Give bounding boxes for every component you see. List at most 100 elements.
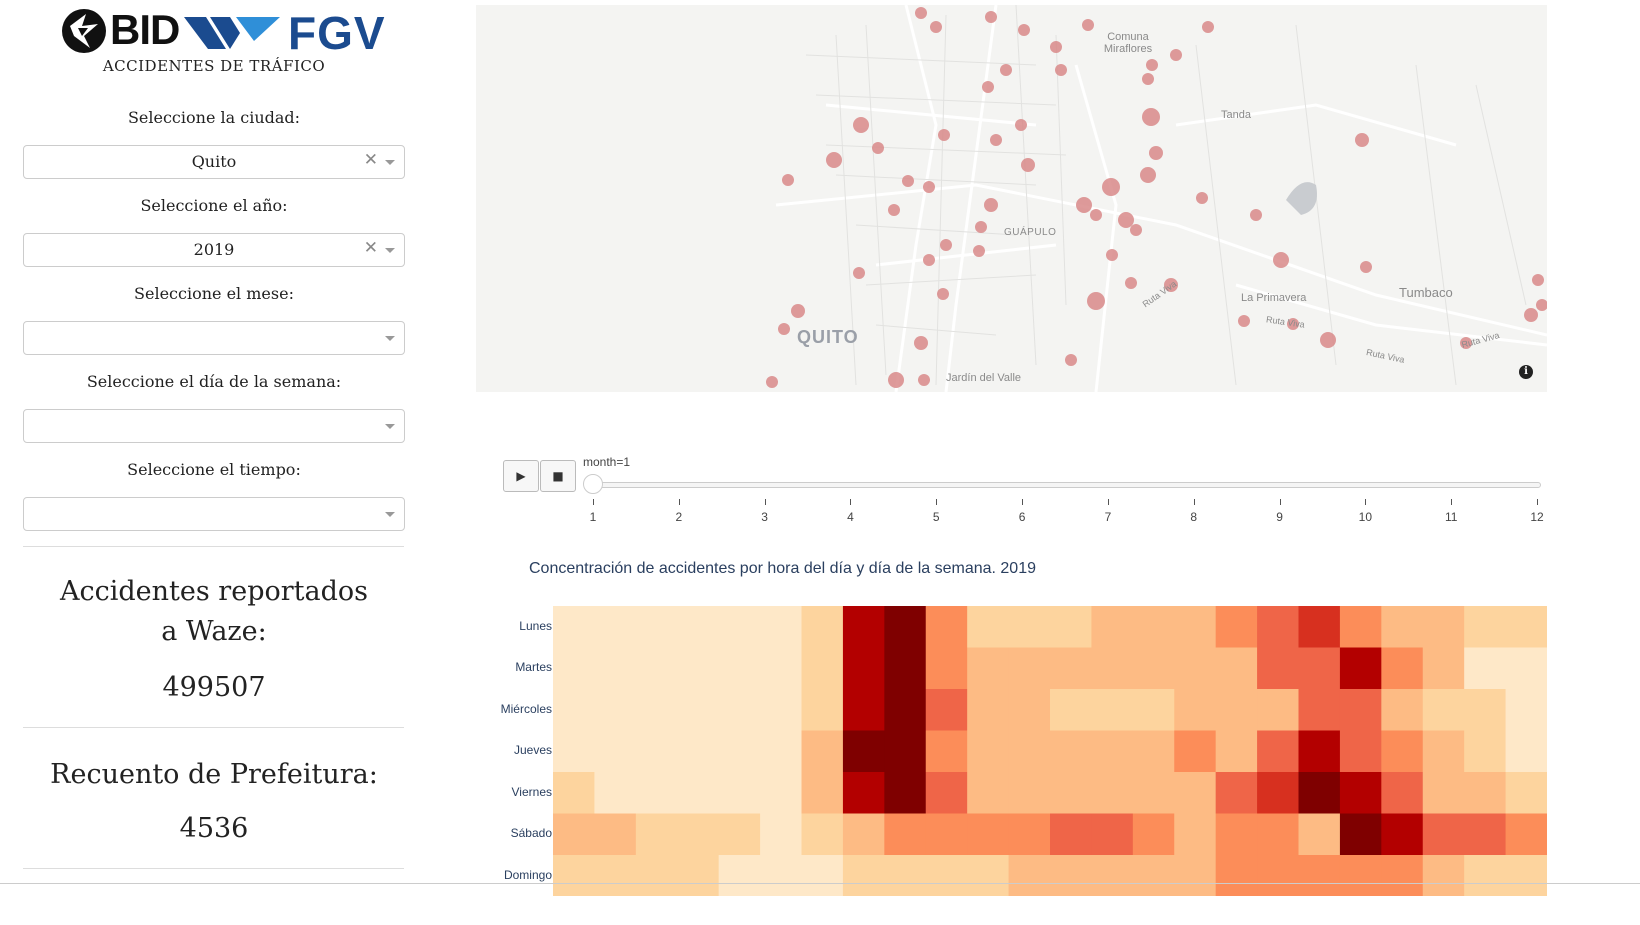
heatmap-cell[interactable] — [677, 855, 720, 897]
heatmap-cell[interactable] — [677, 772, 720, 814]
heatmap-cell[interactable] — [1215, 772, 1258, 814]
heatmap-cell[interactable] — [1464, 813, 1507, 856]
month-select[interactable] — [23, 321, 405, 355]
heatmap-cell[interactable] — [1132, 813, 1175, 856]
heatmap-cell[interactable] — [884, 772, 927, 814]
heatmap-cell[interactable] — [1008, 689, 1051, 731]
heatmap-cell[interactable] — [1174, 730, 1217, 773]
heatmap-cell[interactable] — [1215, 606, 1258, 648]
heatmap-cell[interactable] — [842, 606, 885, 648]
heatmap-cell[interactable] — [1132, 606, 1175, 648]
heatmap-cell[interactable] — [842, 772, 885, 814]
heatmap-cell[interactable] — [1422, 813, 1465, 856]
heatmap-cell[interactable] — [1091, 730, 1134, 773]
heatmap-cell[interactable] — [1174, 813, 1217, 856]
heatmap-cell[interactable] — [1215, 647, 1258, 690]
heatmap-cell[interactable] — [553, 813, 595, 856]
heatmap-cell[interactable] — [635, 855, 678, 897]
heatmap-cell[interactable] — [1050, 813, 1092, 856]
heatmap-cell[interactable] — [635, 772, 678, 814]
heatmap-cell[interactable] — [1132, 647, 1175, 690]
heatmap-cell[interactable] — [1422, 647, 1465, 690]
heatmap-cell[interactable] — [635, 689, 678, 731]
heatmap-cell[interactable] — [1174, 772, 1217, 814]
month-slider-track[interactable] — [593, 482, 1541, 488]
heatmap-cell[interactable] — [594, 689, 637, 731]
heatmap-cell[interactable] — [925, 855, 968, 897]
heatmap-cell[interactable] — [1091, 689, 1134, 731]
heatmap-cell[interactable] — [553, 647, 595, 690]
slider-tick-label[interactable]: 12 — [1530, 510, 1544, 524]
heatmap-cell[interactable] — [1132, 689, 1175, 731]
heatmap-cell[interactable] — [967, 813, 1010, 856]
heatmap-cell[interactable] — [1339, 606, 1382, 648]
heatmap-cell[interactable] — [1339, 730, 1382, 773]
slider-tick-label[interactable]: 8 — [1190, 510, 1198, 524]
heatmap-cell[interactable] — [1132, 855, 1175, 897]
info-icon[interactable]: i — [1519, 365, 1533, 379]
heatmap-cell[interactable] — [1091, 606, 1134, 648]
heatmap-cell[interactable] — [1174, 606, 1217, 648]
accident-map[interactable]: Comuna Miraflores Tanda GUÁPULO QUITO La… — [476, 5, 1547, 392]
heatmap-cell[interactable] — [1257, 730, 1299, 773]
heatmap-cell[interactable] — [1008, 813, 1051, 856]
slider-tick-label[interactable]: 5 — [932, 510, 940, 524]
heatmap-cell[interactable] — [1215, 813, 1258, 856]
heatmap-cell[interactable] — [884, 855, 927, 897]
heatmap-cell[interactable] — [718, 689, 761, 731]
heatmap-cell[interactable] — [718, 855, 761, 897]
heatmap-cell[interactable] — [1050, 772, 1092, 814]
heatmap-cell[interactable] — [760, 606, 802, 648]
heatmap-cell[interactable] — [1050, 606, 1092, 648]
heatmap-cell[interactable] — [760, 772, 802, 814]
heatmap-cell[interactable] — [1091, 647, 1134, 690]
heatmap-cell[interactable] — [677, 647, 720, 690]
heatmap-cell[interactable] — [1422, 689, 1465, 731]
heatmap-cell[interactable] — [1464, 772, 1507, 814]
heatmap-cell[interactable] — [1505, 855, 1548, 897]
heatmap-cell[interactable] — [967, 772, 1010, 814]
heatmap-cell[interactable] — [1505, 689, 1548, 731]
heatmap-cell[interactable] — [718, 772, 761, 814]
heatmap-cell[interactable] — [594, 730, 637, 773]
heatmap-cell[interactable] — [677, 813, 720, 856]
heatmap-cell[interactable] — [553, 855, 595, 897]
heatmap-cell[interactable] — [1174, 689, 1217, 731]
heatmap-cell[interactable] — [760, 813, 802, 856]
heatmap-cell[interactable] — [1339, 689, 1382, 731]
heatmap[interactable] — [553, 606, 1548, 897]
heatmap-cell[interactable] — [1298, 606, 1341, 648]
heatmap-cell[interactable] — [1381, 772, 1424, 814]
heatmap-cell[interactable] — [884, 689, 927, 731]
year-select[interactable]: 2019 ✕ — [23, 233, 405, 267]
slider-tick-label[interactable]: 11 — [1444, 510, 1458, 524]
heatmap-cell[interactable] — [1215, 730, 1258, 773]
heatmap-cell[interactable] — [967, 689, 1010, 731]
heatmap-cell[interactable] — [1422, 772, 1465, 814]
heatmap-cell[interactable] — [635, 606, 678, 648]
heatmap-cell[interactable] — [1381, 855, 1424, 897]
heatmap-cell[interactable] — [884, 647, 927, 690]
heatmap-cell[interactable] — [967, 647, 1010, 690]
heatmap-cell[interactable] — [1215, 855, 1258, 897]
month-slider-handle[interactable] — [583, 474, 603, 494]
heatmap-cell[interactable] — [1132, 730, 1175, 773]
slider-tick-label[interactable]: 7 — [1104, 510, 1112, 524]
heatmap-cell[interactable] — [635, 813, 678, 856]
heatmap-cell[interactable] — [553, 772, 595, 814]
chevron-down-icon[interactable] — [385, 424, 395, 429]
heatmap-cell[interactable] — [635, 730, 678, 773]
heatmap-cell[interactable] — [925, 689, 968, 731]
heatmap-cell[interactable] — [1257, 855, 1299, 897]
heatmap-cell[interactable] — [1008, 606, 1051, 648]
heatmap-cell[interactable] — [677, 730, 720, 773]
chevron-down-icon[interactable] — [385, 248, 395, 253]
heatmap-cell[interactable] — [1298, 647, 1341, 690]
heatmap-cell[interactable] — [594, 772, 637, 814]
chevron-down-icon[interactable] — [385, 512, 395, 517]
play-button[interactable]: ▶ — [503, 460, 539, 492]
close-icon[interactable]: ✕ — [363, 238, 378, 258]
heatmap-cell[interactable] — [1050, 730, 1092, 773]
heatmap-cell[interactable] — [1464, 730, 1507, 773]
heatmap-cell[interactable] — [718, 730, 761, 773]
